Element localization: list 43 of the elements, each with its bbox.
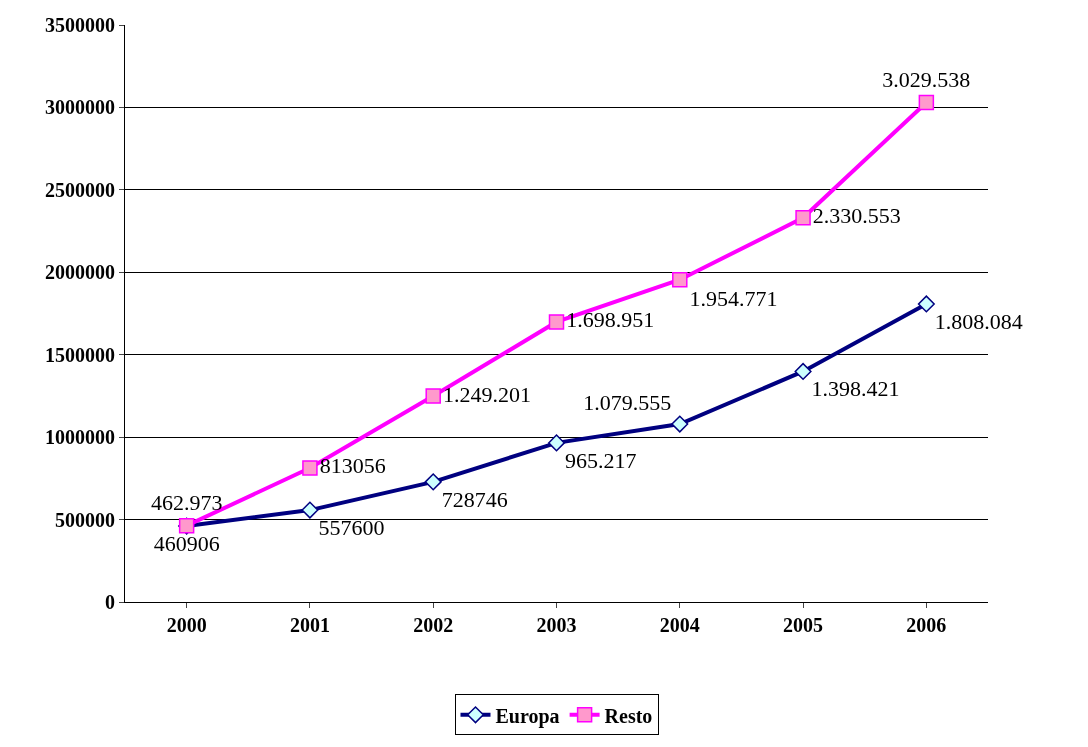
x-tick-label: 2000 (166, 614, 207, 636)
data-label: 1.398.421 (811, 376, 900, 402)
y-tick-label: 500000 (55, 508, 115, 531)
data-label: 1.249.201 (442, 381, 531, 407)
data-label: 3.029.538 (882, 67, 971, 93)
y-tick-label: 2500000 (45, 178, 115, 201)
legend-label: Resto (604, 704, 653, 727)
x-tick-label: 2005 (783, 614, 824, 636)
point (301, 501, 319, 519)
y-tick-label: 1500000 (45, 343, 115, 366)
y-tick-label: 1000000 (45, 426, 115, 449)
data-label: 1.698.951 (566, 307, 655, 333)
data-label: 1.954.771 (689, 285, 778, 311)
point (672, 271, 688, 288)
data-label: 728746 (441, 486, 508, 512)
x-tick-label: 2002 (413, 614, 454, 636)
x-tick-label: 2006 (906, 614, 947, 636)
point (547, 434, 566, 452)
data-label: 813056 (319, 453, 386, 479)
legend-label: Europa (495, 704, 560, 728)
x-tick-label: 2001 (289, 614, 330, 636)
data-label: 965.217 (565, 447, 637, 473)
point (424, 473, 442, 491)
data-label: 462.973 (150, 490, 223, 516)
y-tick-label: 2000000 (45, 261, 115, 284)
data-label: 2.330.553 (812, 203, 901, 229)
data-label: 1.808.084 (934, 308, 1023, 334)
point (794, 362, 812, 381)
point (795, 210, 811, 226)
y-tick-label: 3500000 (45, 14, 115, 36)
point (548, 314, 565, 330)
data-label: 557600 (318, 515, 385, 541)
x-tick-label: 2004 (659, 614, 700, 636)
point (918, 94, 935, 111)
point (671, 415, 689, 433)
point (917, 295, 935, 313)
data-label: 1.079.555 (583, 390, 672, 416)
point (302, 460, 318, 476)
y-tick-label: 3000000 (45, 96, 115, 119)
x-tick-label: 2003 (536, 614, 577, 636)
y-tick-label: 0 (105, 591, 115, 613)
point (425, 388, 441, 404)
data-label: 460906 (153, 531, 220, 557)
